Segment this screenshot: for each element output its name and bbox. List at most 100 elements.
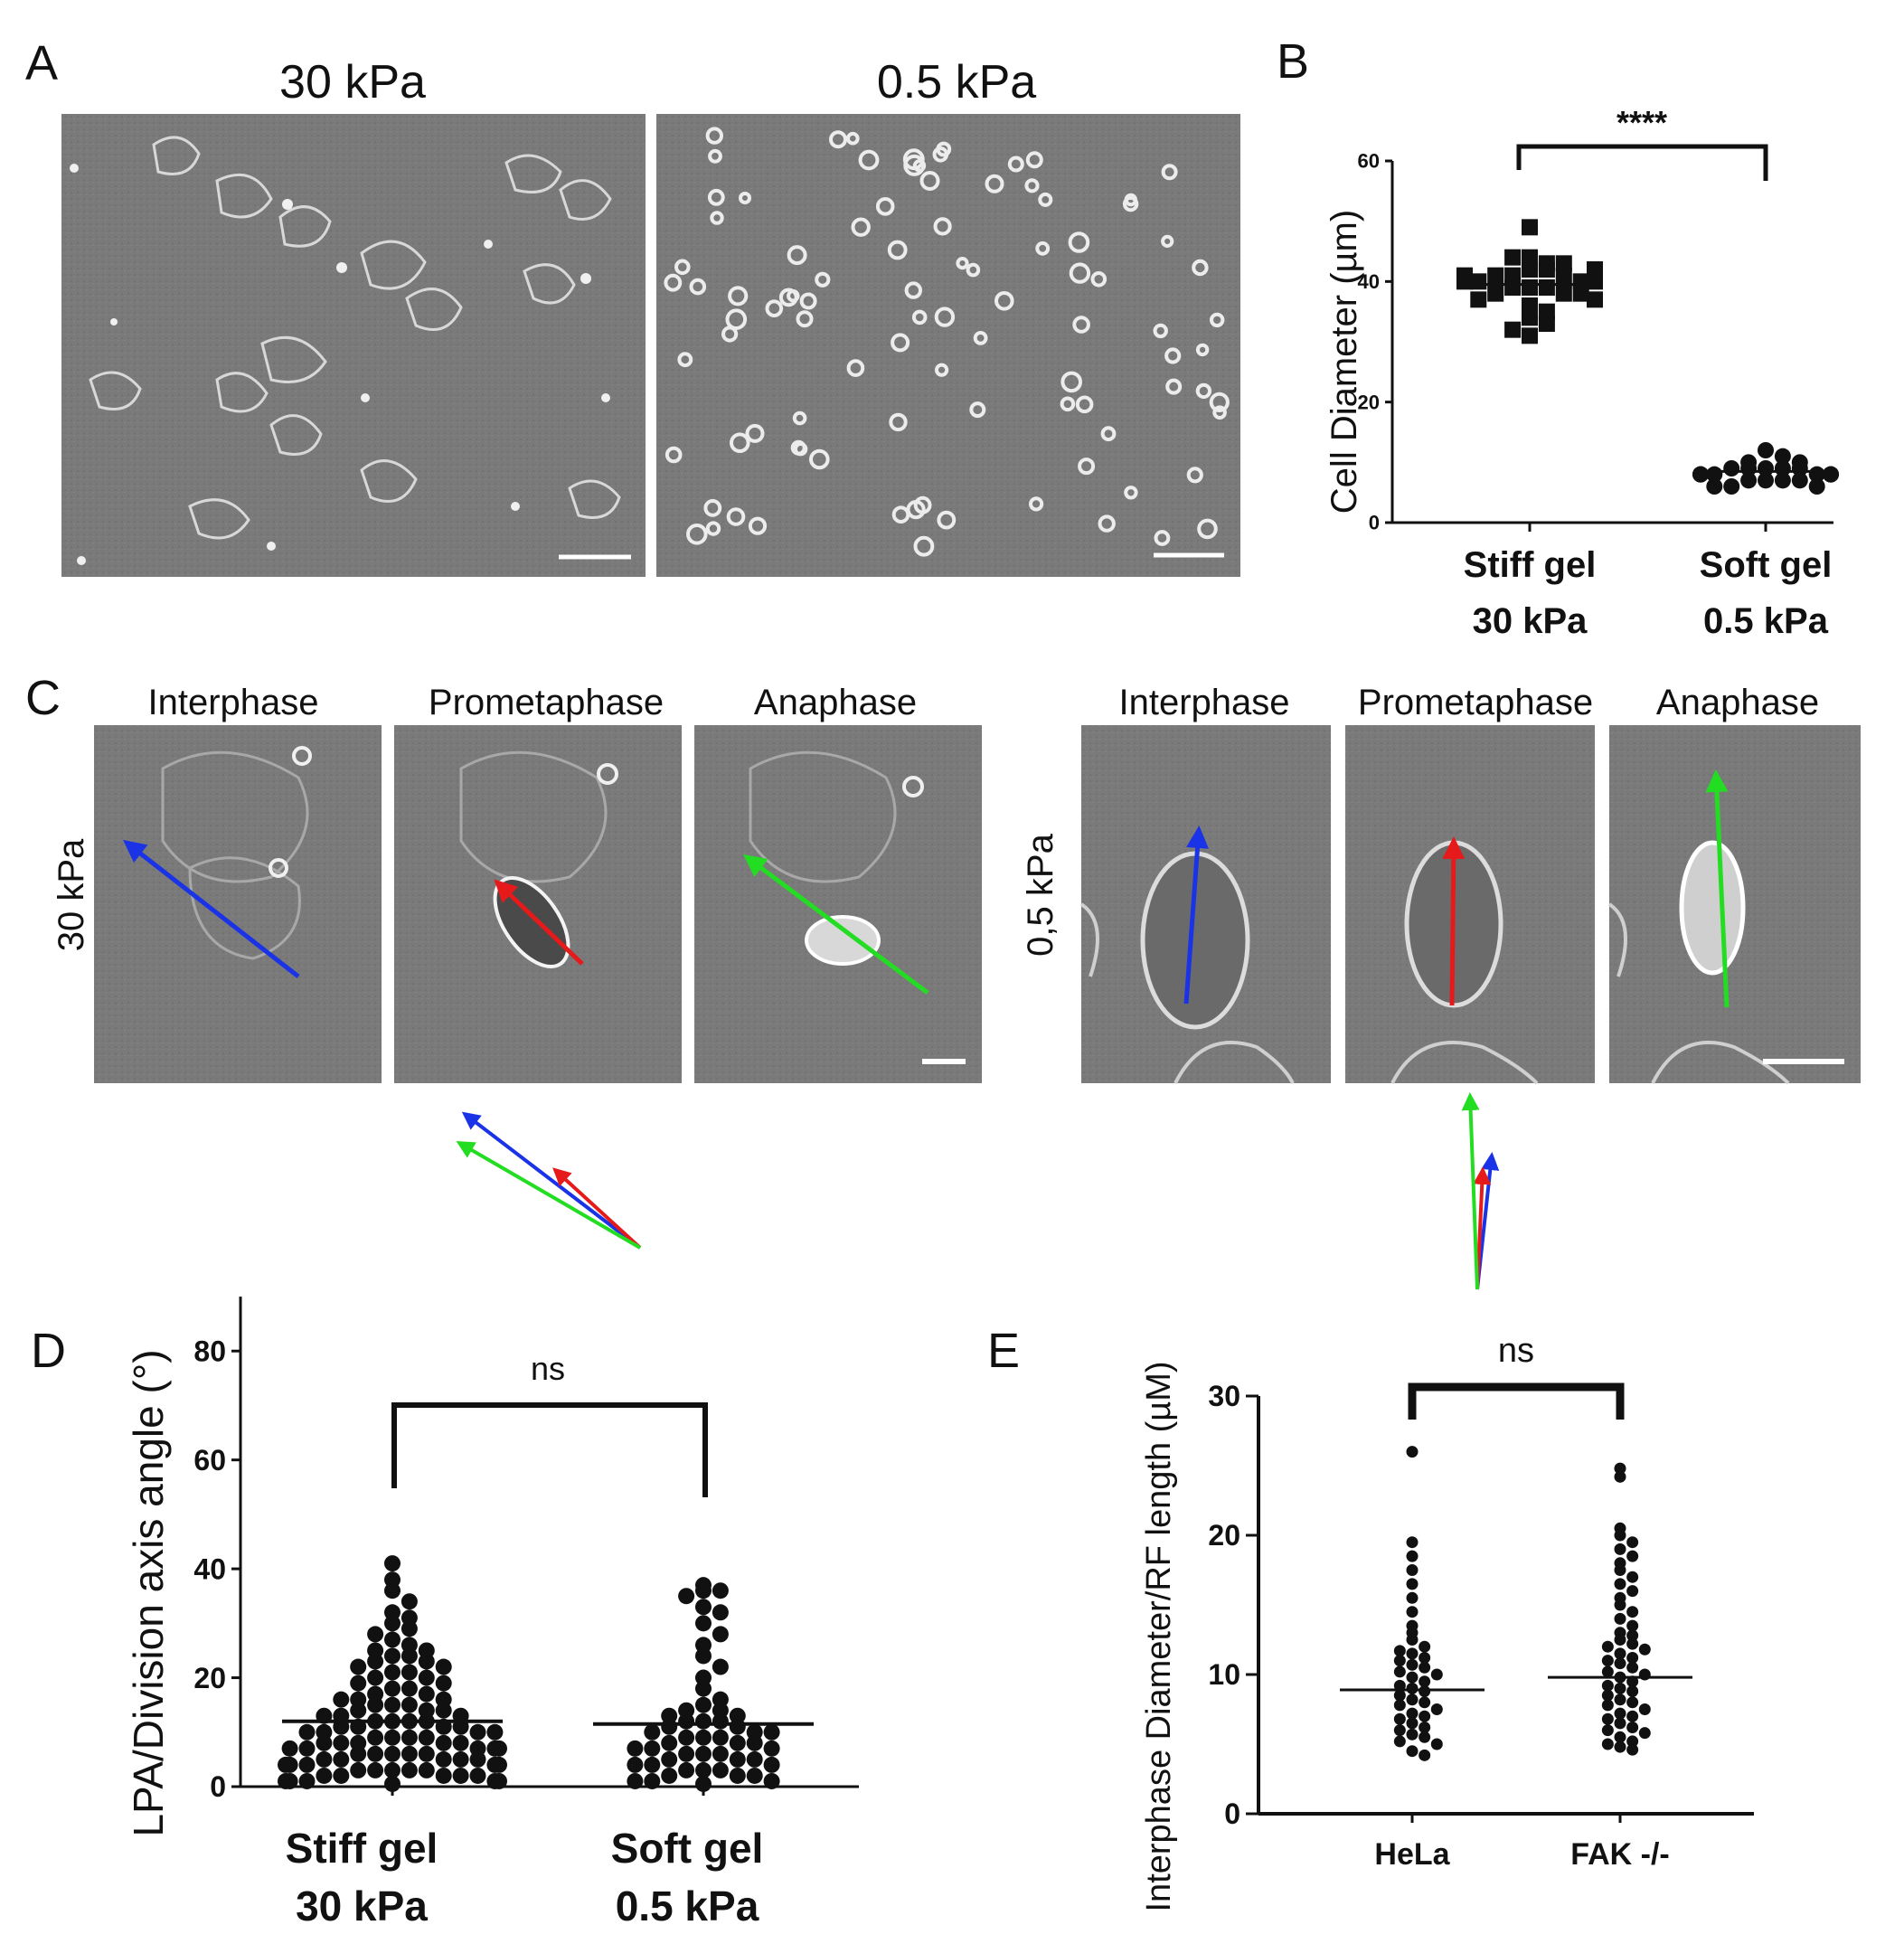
- panel-e-point-s1-11: [1626, 1585, 1639, 1598]
- panel-d-point-s1-22: [729, 1718, 746, 1735]
- panel-d-point-s0-7: [401, 1620, 418, 1637]
- panel-e-point-s0-5: [1406, 1591, 1419, 1604]
- panel-e-point-s1-43: [1614, 1717, 1626, 1730]
- panel-d-point-s1-5: [712, 1604, 729, 1621]
- panel-c-letter: C: [25, 671, 61, 725]
- panel-e-significance: ns: [1498, 1332, 1534, 1370]
- panel-b-point-s1-19: [1740, 472, 1758, 489]
- panel-e-point-s0-2: [1406, 1550, 1419, 1562]
- panel-d-point-s0-21: [367, 1669, 384, 1686]
- panel-d-point-s1-28: [712, 1729, 729, 1746]
- panel-e-letter: E: [987, 1324, 1020, 1378]
- panel-d-point-s1-40: [661, 1750, 678, 1768]
- panel-e-point-s0-34: [1393, 1724, 1406, 1737]
- panel-e-point-s0-0: [1406, 1446, 1419, 1458]
- panel-b-group1-line1: Stiff gel: [1464, 545, 1597, 585]
- panel-d-point-s0-86: [350, 1761, 367, 1778]
- panel-e-point-s0-36: [1419, 1731, 1431, 1743]
- panel-e-point-s1-9: [1626, 1571, 1639, 1583]
- panel-b-ytick-label-1: 20: [1358, 391, 1380, 413]
- panel-d-point-s0-8: [367, 1626, 384, 1643]
- panel-e-point-s1-19: [1614, 1634, 1626, 1646]
- panel-b-point-s1-22: [1808, 478, 1825, 495]
- panel-d-point-s0-66: [491, 1740, 507, 1757]
- panel-d-point-s0-32: [384, 1696, 401, 1713]
- panel-d-point-s0-72: [435, 1750, 452, 1768]
- panel-d-point-s0-73: [333, 1750, 350, 1768]
- panel-d-point-s0-3: [401, 1593, 418, 1610]
- panel-e-ytick-label-0: 0: [1224, 1797, 1240, 1830]
- panel-e-point-s1-45: [1601, 1724, 1614, 1737]
- panel-e-point-s0-13: [1419, 1652, 1431, 1665]
- panel-d-point-s1-3: [678, 1588, 695, 1605]
- panel-d-ytick-label-3: 60: [193, 1444, 226, 1477]
- round-cells-stiff: [70, 164, 610, 565]
- panel-e-point-s0-24: [1393, 1689, 1406, 1702]
- panel-d-point-s0-59: [333, 1734, 350, 1751]
- panel-d-point-s1-25: [644, 1723, 661, 1741]
- panel-e-point-s1-35: [1601, 1689, 1614, 1702]
- panel-e-point-s1-6: [1626, 1550, 1639, 1562]
- panel-d-point-s0-20: [401, 1664, 418, 1681]
- row-label-soft: 0,5 kPa: [1021, 833, 1060, 956]
- panel-e-point-s0-33: [1419, 1722, 1431, 1734]
- phase-label-anaphase-stiff: Anaphase: [754, 683, 917, 722]
- frame-prometaphase-soft: [1345, 725, 1595, 1085]
- panel-e-point-s1-48: [1626, 1735, 1639, 1748]
- panel-b-point-s1-0: [1758, 442, 1774, 458]
- panel-d-group2-line2: 0.5 kPa: [616, 1882, 759, 1929]
- panel-d-point-s1-34: [763, 1740, 780, 1757]
- panel-d-point-s0-0: [384, 1555, 401, 1572]
- panel-d-ytick-label-1: 20: [193, 1662, 226, 1694]
- panel-e-point-s1-16: [1626, 1619, 1639, 1632]
- panel-a-title-soft: 0.5 kPa: [877, 56, 1036, 108]
- panel-b-significance: ****: [1617, 104, 1667, 141]
- panel-b-point-s1-16: [1692, 466, 1709, 483]
- panel-b-point-s0-29: [1456, 267, 1473, 284]
- panel-b-significance-bracket: [1516, 144, 1768, 181]
- round-cells-soft: [664, 127, 1230, 557]
- panel-e-point-s1-25: [1601, 1655, 1614, 1667]
- panel-d-point-s0-15: [367, 1653, 384, 1670]
- panel-d-point-s0-68: [401, 1745, 418, 1762]
- panel-e-point-s1-23: [1614, 1647, 1626, 1660]
- panel-e-point-s0-18: [1430, 1668, 1443, 1681]
- phase-label-interphase-soft: Interphase: [1118, 683, 1289, 722]
- panel-d-point-s0-53: [384, 1729, 401, 1746]
- panel-d-point-s0-76: [469, 1750, 486, 1768]
- panel-d-point-s0-28: [418, 1685, 435, 1703]
- panel-d-point-s0-55: [367, 1729, 384, 1746]
- panel-d-point-s1-35: [627, 1740, 644, 1757]
- panel-e-point-s0-10: [1419, 1640, 1431, 1653]
- panel-e-point-s0-17: [1393, 1665, 1406, 1678]
- panel-e-point-s0-4: [1406, 1578, 1419, 1590]
- arrow-summary-soft: [1461, 1092, 1500, 1290]
- panel-b-point-s0-18: [1587, 291, 1603, 308]
- arrow-anaphase-stiff: [743, 854, 929, 995]
- panel-d-point-s0-56: [418, 1729, 435, 1746]
- panel-e-point-s0-39: [1406, 1745, 1419, 1758]
- panel-d-point-s0-34: [367, 1696, 384, 1713]
- panel-d-point-s0-96: [278, 1772, 294, 1789]
- panel-e-point-s0-28: [1430, 1703, 1443, 1715]
- panel-e-point-s1-42: [1601, 1712, 1614, 1725]
- panel-e-point-s0-14: [1393, 1655, 1406, 1667]
- panel-e-point-s1-13: [1614, 1599, 1626, 1611]
- panel-e-point-s0-15: [1406, 1658, 1419, 1671]
- panel-d-point-s0-97: [384, 1775, 401, 1792]
- panel-b-ytick-label-3: 60: [1358, 150, 1380, 173]
- panel-d-point-s0-77: [298, 1756, 316, 1773]
- panel-e-point-s1-33: [1614, 1682, 1626, 1694]
- panel-e-plot: ns 0 10 20 30: [1208, 1332, 1754, 1830]
- panel-e-ytick-label-2: 20: [1208, 1519, 1240, 1552]
- panel-e-point-s1-28: [1601, 1665, 1614, 1678]
- panel-d-point-s1-37: [712, 1745, 729, 1762]
- panel-d-point-s0-51: [298, 1723, 316, 1741]
- arrow-summary-stiff: [456, 1111, 642, 1250]
- panel-d-point-s1-23: [661, 1718, 678, 1735]
- panel-d-point-s1-14: [695, 1696, 712, 1713]
- panel-d-point-s1-45: [695, 1761, 712, 1778]
- panel-d-point-s1-29: [678, 1729, 695, 1746]
- panel-d-point-s1-47: [678, 1761, 695, 1778]
- panel-b-point-s0-25: [1522, 219, 1538, 236]
